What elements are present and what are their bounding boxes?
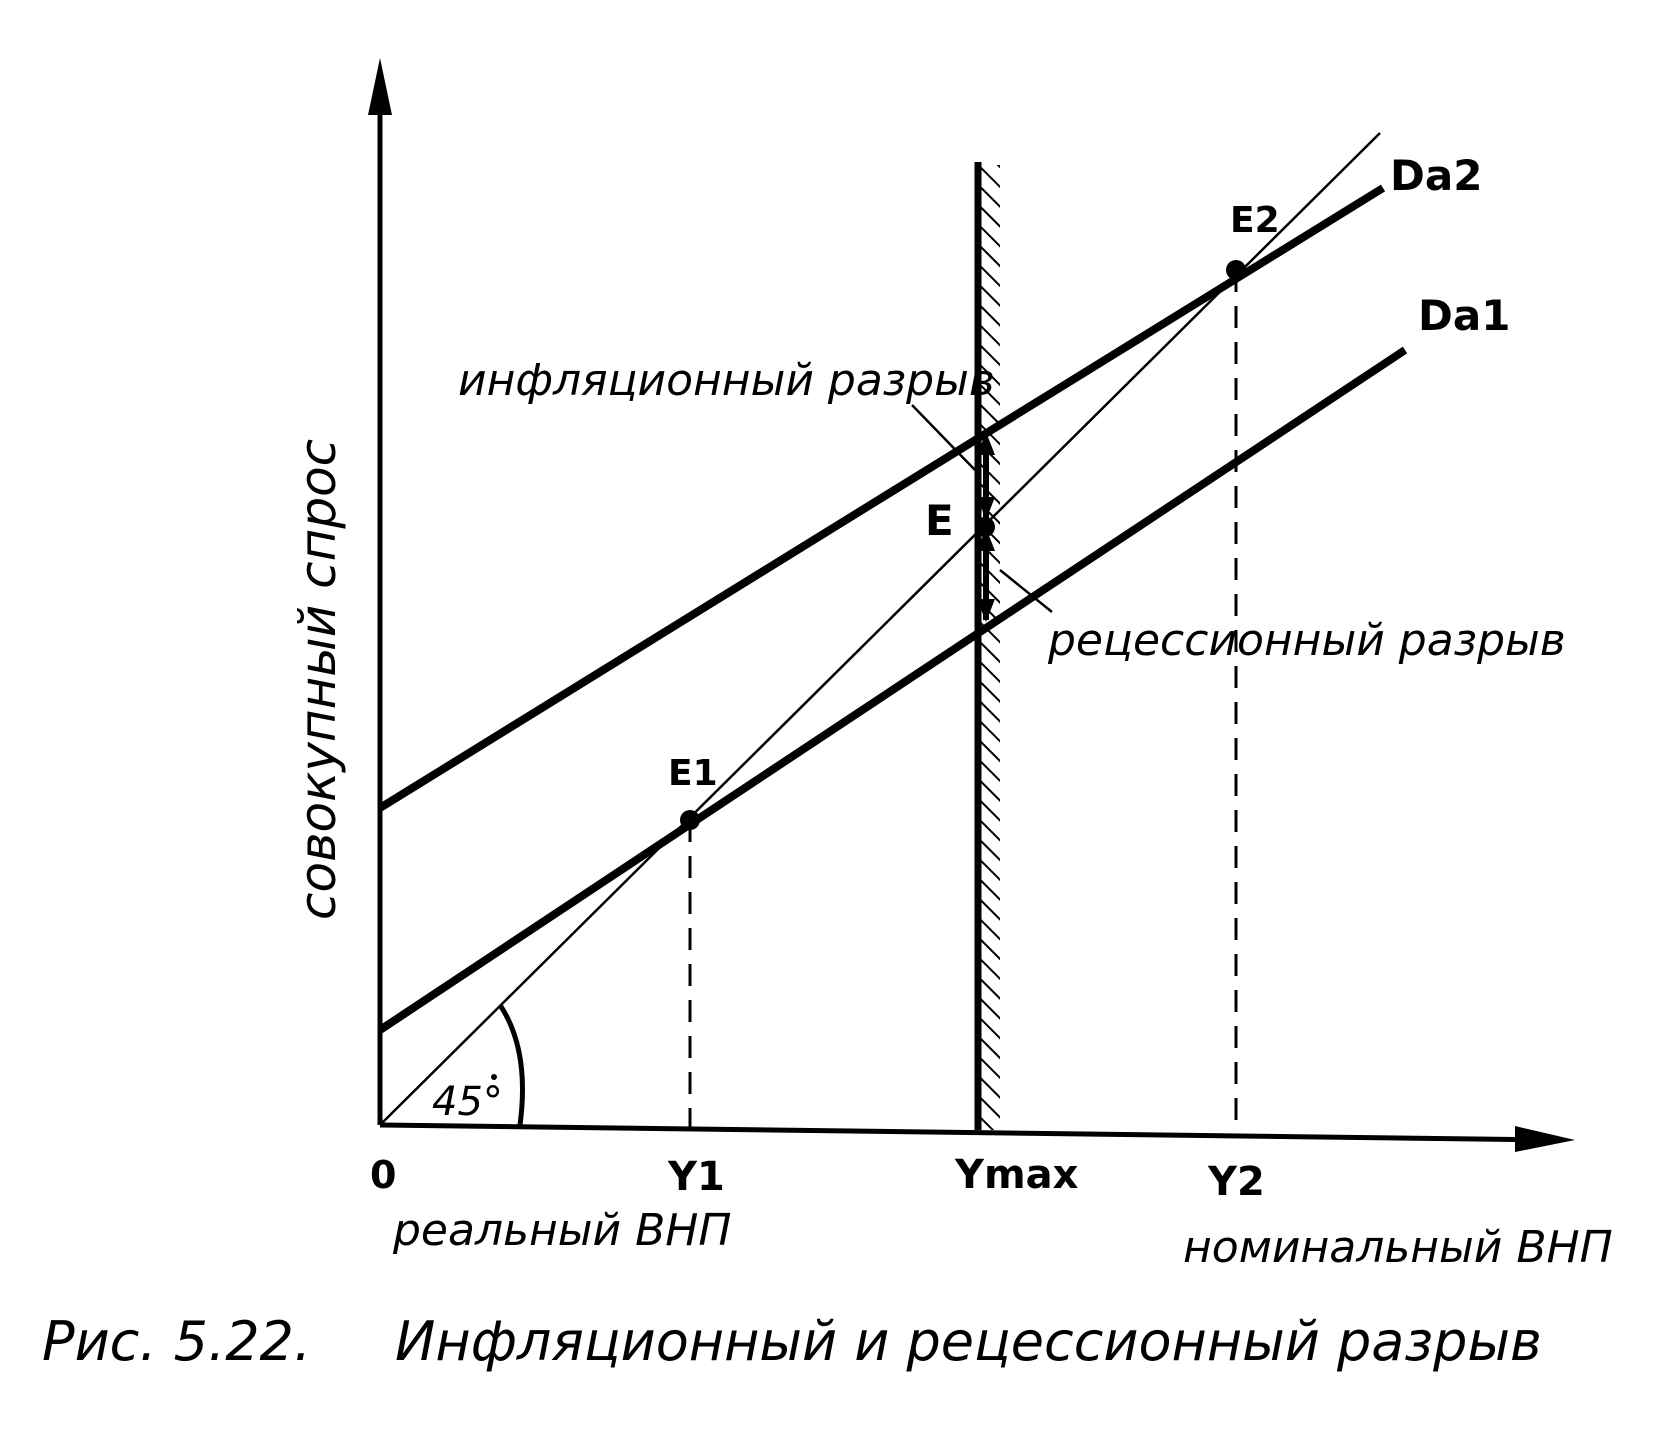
inflationary-gap-label: инфляционный разрыв (458, 355, 995, 406)
x-label-nominal-gnp: номинальный ВНП (1183, 1222, 1613, 1273)
x-axis-arrow (1515, 1126, 1575, 1152)
ymax-hatch (978, 165, 1000, 1130)
tick-y1: Y1 (667, 1154, 725, 1200)
45-degree-line (379, 132, 1381, 1126)
recessionary-gap-arrowhead-down (977, 599, 995, 622)
recessionary-gap-label: рецессионный разрыв (1047, 615, 1566, 666)
x-axis (379, 1122, 1556, 1143)
caption-title: Инфляционный и рецессионный разрыв (395, 1310, 1542, 1373)
inflationary-gap-leader (911, 404, 976, 471)
inflationary-gap-arrowhead-up (977, 432, 995, 455)
tick-ymax: Ymax (954, 1152, 1079, 1198)
angle-degree-dot (491, 1074, 497, 1080)
inflationary-gap-arrowhead-down (977, 497, 995, 520)
y-axis-label: совокупный спрос (289, 439, 347, 920)
recessionary-gap-leader (999, 569, 1053, 613)
x-label-real-gnp: реальный ВНП (392, 1205, 731, 1256)
e-label: E (925, 496, 954, 545)
da1-line (377, 346, 1408, 1034)
e2-label: E2 (1230, 200, 1280, 241)
da1-label: Da1 (1418, 291, 1510, 340)
caption-number: Рис. 5.22. (42, 1310, 311, 1373)
point-e2 (1226, 260, 1246, 280)
point-e1 (680, 810, 700, 830)
da2-line (377, 184, 1386, 812)
point-e (975, 517, 995, 537)
angle-label: 45° (432, 1079, 503, 1125)
da2-label: Da2 (1390, 151, 1482, 200)
angle-arc (497, 1003, 525, 1126)
origin-label: 0 (370, 1153, 396, 1197)
e1-label: E1 (668, 753, 718, 794)
y-axis-arrow (368, 58, 392, 115)
tick-y2: Y2 (1207, 1159, 1265, 1205)
recessionary-gap-arrowhead-up (977, 528, 995, 551)
